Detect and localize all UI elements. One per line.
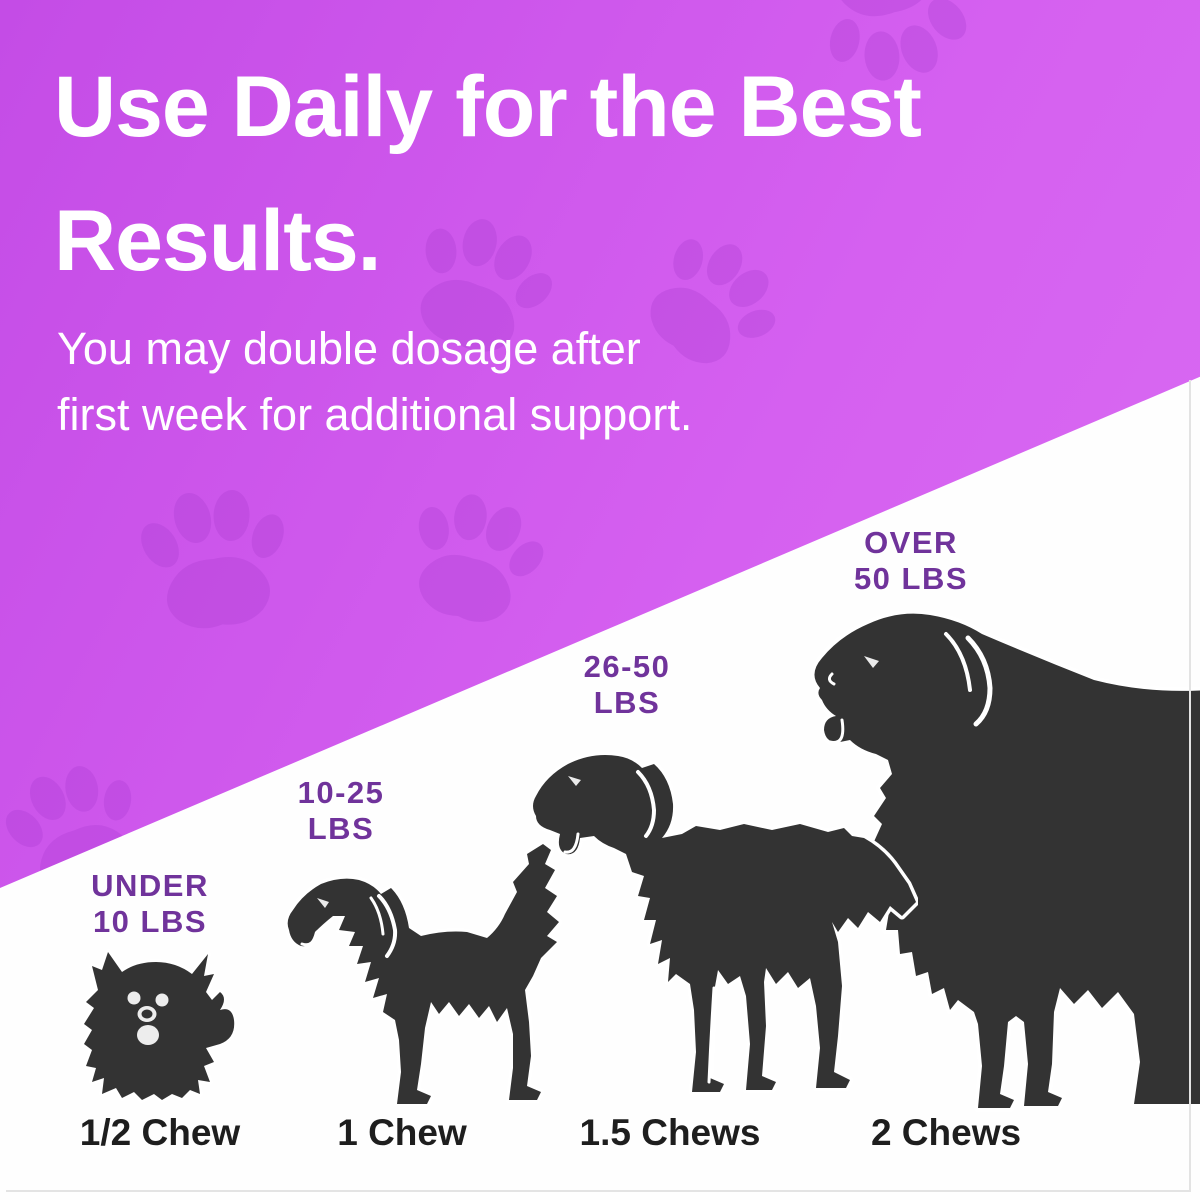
dog-silhouette-spaniel [284, 842, 563, 1106]
dog-detail-lines [300, 894, 398, 958]
page-title: Use Daily for the Best Results. [54, 40, 922, 308]
dose-label-one-chew: 1 Chew [337, 1112, 467, 1153]
image-edge-line [6, 1190, 1191, 1192]
title-line-1: Use Daily for the Best [54, 59, 922, 155]
paw-print-icon [128, 477, 303, 637]
weight-label-10-25-lbs: 10-25 LBS [298, 775, 385, 847]
dose-label-two-chews: 2 Chews [870, 1112, 1022, 1153]
dog-silhouette-golden-retriever [529, 751, 918, 1096]
dog-face-details [127, 991, 169, 1045]
weight-label-line: LBS [593, 684, 661, 720]
paw-print-icon [391, 478, 561, 637]
weight-label-26-50-lbs: 26-50 LBS [584, 649, 671, 721]
title-line-2: Results. [54, 193, 382, 290]
weight-label-line: UNDER [91, 868, 209, 903]
weight-label-line: 10 LBS [92, 903, 208, 939]
dog-eye [568, 776, 581, 786]
weight-label-over-50-lbs: OVER 50 LBS [854, 525, 968, 597]
dog-silhouette-yorkie [81, 949, 238, 1103]
dose-label-one-half-chews: 1.5 Chews [579, 1112, 761, 1153]
image-edge-line [1189, 380, 1191, 1192]
dog-detail-lines [827, 632, 993, 745]
weight-label-under-10-lbs: UNDER 10 LBS [91, 868, 209, 940]
page-subtitle: You may double dosage after first week f… [57, 316, 692, 448]
dose-label-half-chew: 1/2 Chew [79, 1112, 241, 1153]
dog-eye [317, 898, 329, 908]
subtitle-line-2: first week for additional support. [57, 389, 693, 441]
weight-label-line: 50 LBS [853, 560, 969, 596]
weight-label-line: 10-25 [297, 775, 385, 810]
weight-label-line: LBS [307, 810, 375, 846]
weight-label-line: 26-50 [583, 649, 671, 684]
dog-detail-lines [563, 770, 716, 1084]
dog-silhouette-newfoundland [810, 609, 1200, 1112]
weight-label-line: OVER [864, 525, 958, 560]
dog-eye [864, 656, 879, 668]
subtitle-line-1: You may double dosage after [57, 323, 641, 374]
